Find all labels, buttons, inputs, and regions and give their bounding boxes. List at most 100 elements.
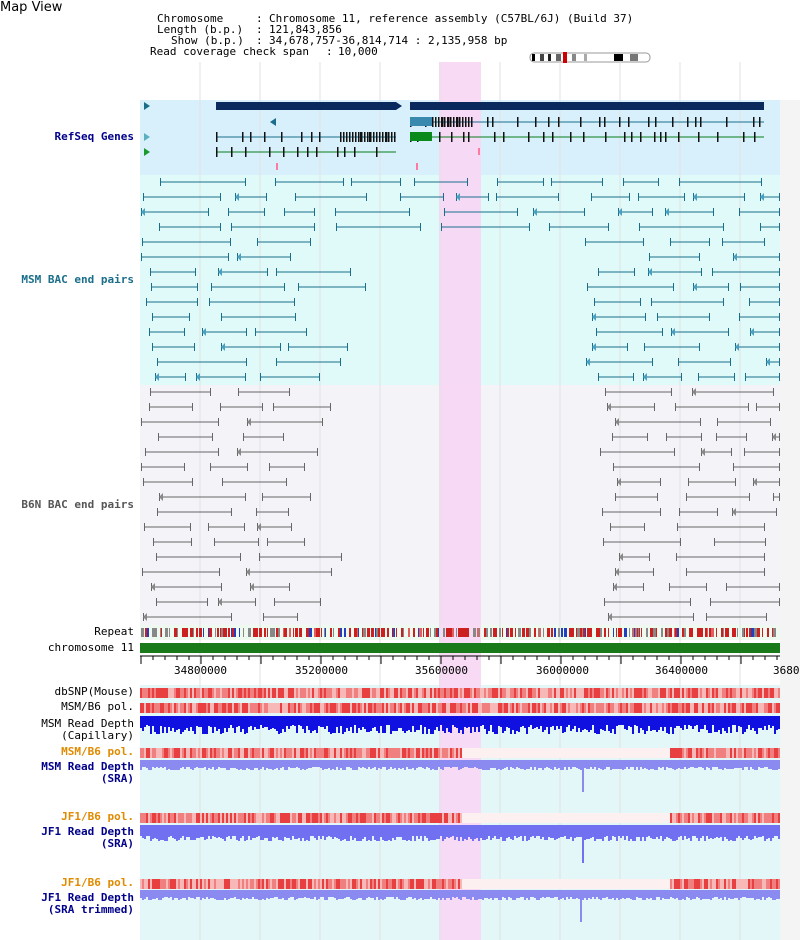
heat-cell <box>150 813 152 823</box>
depth-bar <box>746 890 748 898</box>
marker-pink <box>416 163 418 170</box>
depth-bar <box>520 760 522 769</box>
depth-bar <box>164 760 166 767</box>
heat-cell <box>172 748 174 758</box>
depth-bar <box>754 825 756 836</box>
bac-end-mark <box>779 478 780 486</box>
depth-bar <box>576 760 578 768</box>
repeat-mark <box>378 628 380 637</box>
heat-cell <box>302 813 304 823</box>
depth-bar <box>574 890 576 899</box>
track-label-refseq[interactable]: RefSeq Genes <box>54 130 134 143</box>
track-label-dbsnp[interactable]: dbSNP(Mouse) <box>54 685 134 698</box>
heat-cell <box>164 703 166 713</box>
heat-cell <box>462 688 464 698</box>
repeat-mark <box>725 628 728 637</box>
depth-bar <box>702 825 704 836</box>
depth-bar <box>484 716 486 729</box>
marker-pink <box>276 163 278 170</box>
depth-bar <box>196 716 198 726</box>
track-label-jf1-b6-pol-2[interactable]: JF1/B6 pol. <box>61 876 134 889</box>
depth-bar <box>218 716 220 729</box>
bac-end-mark <box>245 373 246 381</box>
depth-bar <box>722 760 724 770</box>
heat-cell <box>240 813 242 823</box>
depth-bar <box>150 760 152 770</box>
depth-bar <box>738 760 740 768</box>
track-label-msm-b6-pol-2[interactable]: MSM/B6 pol. <box>61 745 134 758</box>
track-label-msm-read-depth-sra[interactable]: MSM Read Depth <box>41 760 134 773</box>
heat-cell <box>484 688 486 698</box>
highlight-region[interactable] <box>439 62 481 940</box>
depth-bar <box>596 890 598 897</box>
depth-bar <box>712 760 714 767</box>
depth-bar <box>240 716 242 732</box>
bac-end-mark <box>414 178 415 186</box>
heat-cell <box>432 879 434 889</box>
depth-bar <box>274 890 276 897</box>
depth-bar <box>706 716 708 730</box>
depth-bar <box>688 890 690 898</box>
heat-cell <box>504 703 506 713</box>
depth-bar <box>336 890 338 900</box>
track-label-repeat[interactable]: Repeat <box>94 625 134 638</box>
track-label-msm-read-depth-capillary[interactable]: MSM Read Depth <box>41 717 134 730</box>
depth-bar <box>284 760 286 770</box>
heat-cell <box>478 813 480 823</box>
heat-cell <box>712 688 714 698</box>
track-label-jf1-b6-pol[interactable]: JF1/B6 pol. <box>61 810 134 823</box>
depth-bar <box>514 716 516 734</box>
depth-bar <box>662 760 664 767</box>
depth-bar <box>414 716 416 732</box>
depth-bar <box>276 716 278 731</box>
heat-cell <box>750 688 752 698</box>
depth-bar <box>260 716 262 725</box>
chromosome-ideogram[interactable] <box>528 52 653 64</box>
depth-bar <box>466 890 468 899</box>
heat-cell <box>192 813 194 823</box>
heat-cell <box>468 748 470 758</box>
bac-end-mark <box>152 313 153 321</box>
depth-bar <box>230 716 232 725</box>
depth-bar <box>712 890 714 898</box>
repeat-mark <box>419 628 422 637</box>
heat-cell <box>498 879 500 889</box>
heat-cell <box>184 879 186 889</box>
depth-bar <box>432 890 434 899</box>
heat-cell <box>150 688 152 698</box>
heat-cell <box>652 748 654 758</box>
track-label-jf1-read-depth-trimmed[interactable]: JF1 Read Depth <box>41 891 134 904</box>
heat-cell <box>314 813 316 823</box>
bac-end-mark <box>605 388 606 396</box>
depth-bar <box>336 760 338 767</box>
depth-bar <box>230 760 232 768</box>
bac-end-mark <box>341 553 342 561</box>
bac-end-mark <box>717 508 718 516</box>
heat-cell <box>468 813 470 823</box>
depth-bar <box>310 716 312 733</box>
depth-bar <box>296 760 298 767</box>
heat-cell <box>728 703 730 713</box>
track-label-msm-b6-pol[interactable]: MSM/B6 pol. <box>61 700 134 713</box>
heat-cell <box>662 688 664 698</box>
repeat-mark <box>558 628 560 637</box>
header-colon: : <box>256 34 263 47</box>
depth-bar <box>408 716 410 730</box>
heat-cell <box>544 748 546 758</box>
heat-cell <box>332 688 334 698</box>
depth-bar <box>412 760 414 768</box>
depth-bar <box>142 825 144 838</box>
track-label-b6n-bac[interactable]: B6N BAC end pairs <box>21 498 134 511</box>
depth-bar <box>182 716 184 732</box>
depth-bar <box>140 760 142 770</box>
repeat-mark <box>223 628 226 637</box>
heat-cell <box>468 688 470 698</box>
depth-bar <box>508 825 510 837</box>
depth-bar <box>752 890 754 898</box>
track-label-jf1-read-depth-sra[interactable]: JF1 Read Depth <box>41 825 134 838</box>
exon-mark <box>388 132 390 142</box>
heat-cell <box>696 748 698 758</box>
track-label-msm-bac[interactable]: MSM BAC end pairs <box>21 273 134 286</box>
heat-cell <box>516 688 518 698</box>
